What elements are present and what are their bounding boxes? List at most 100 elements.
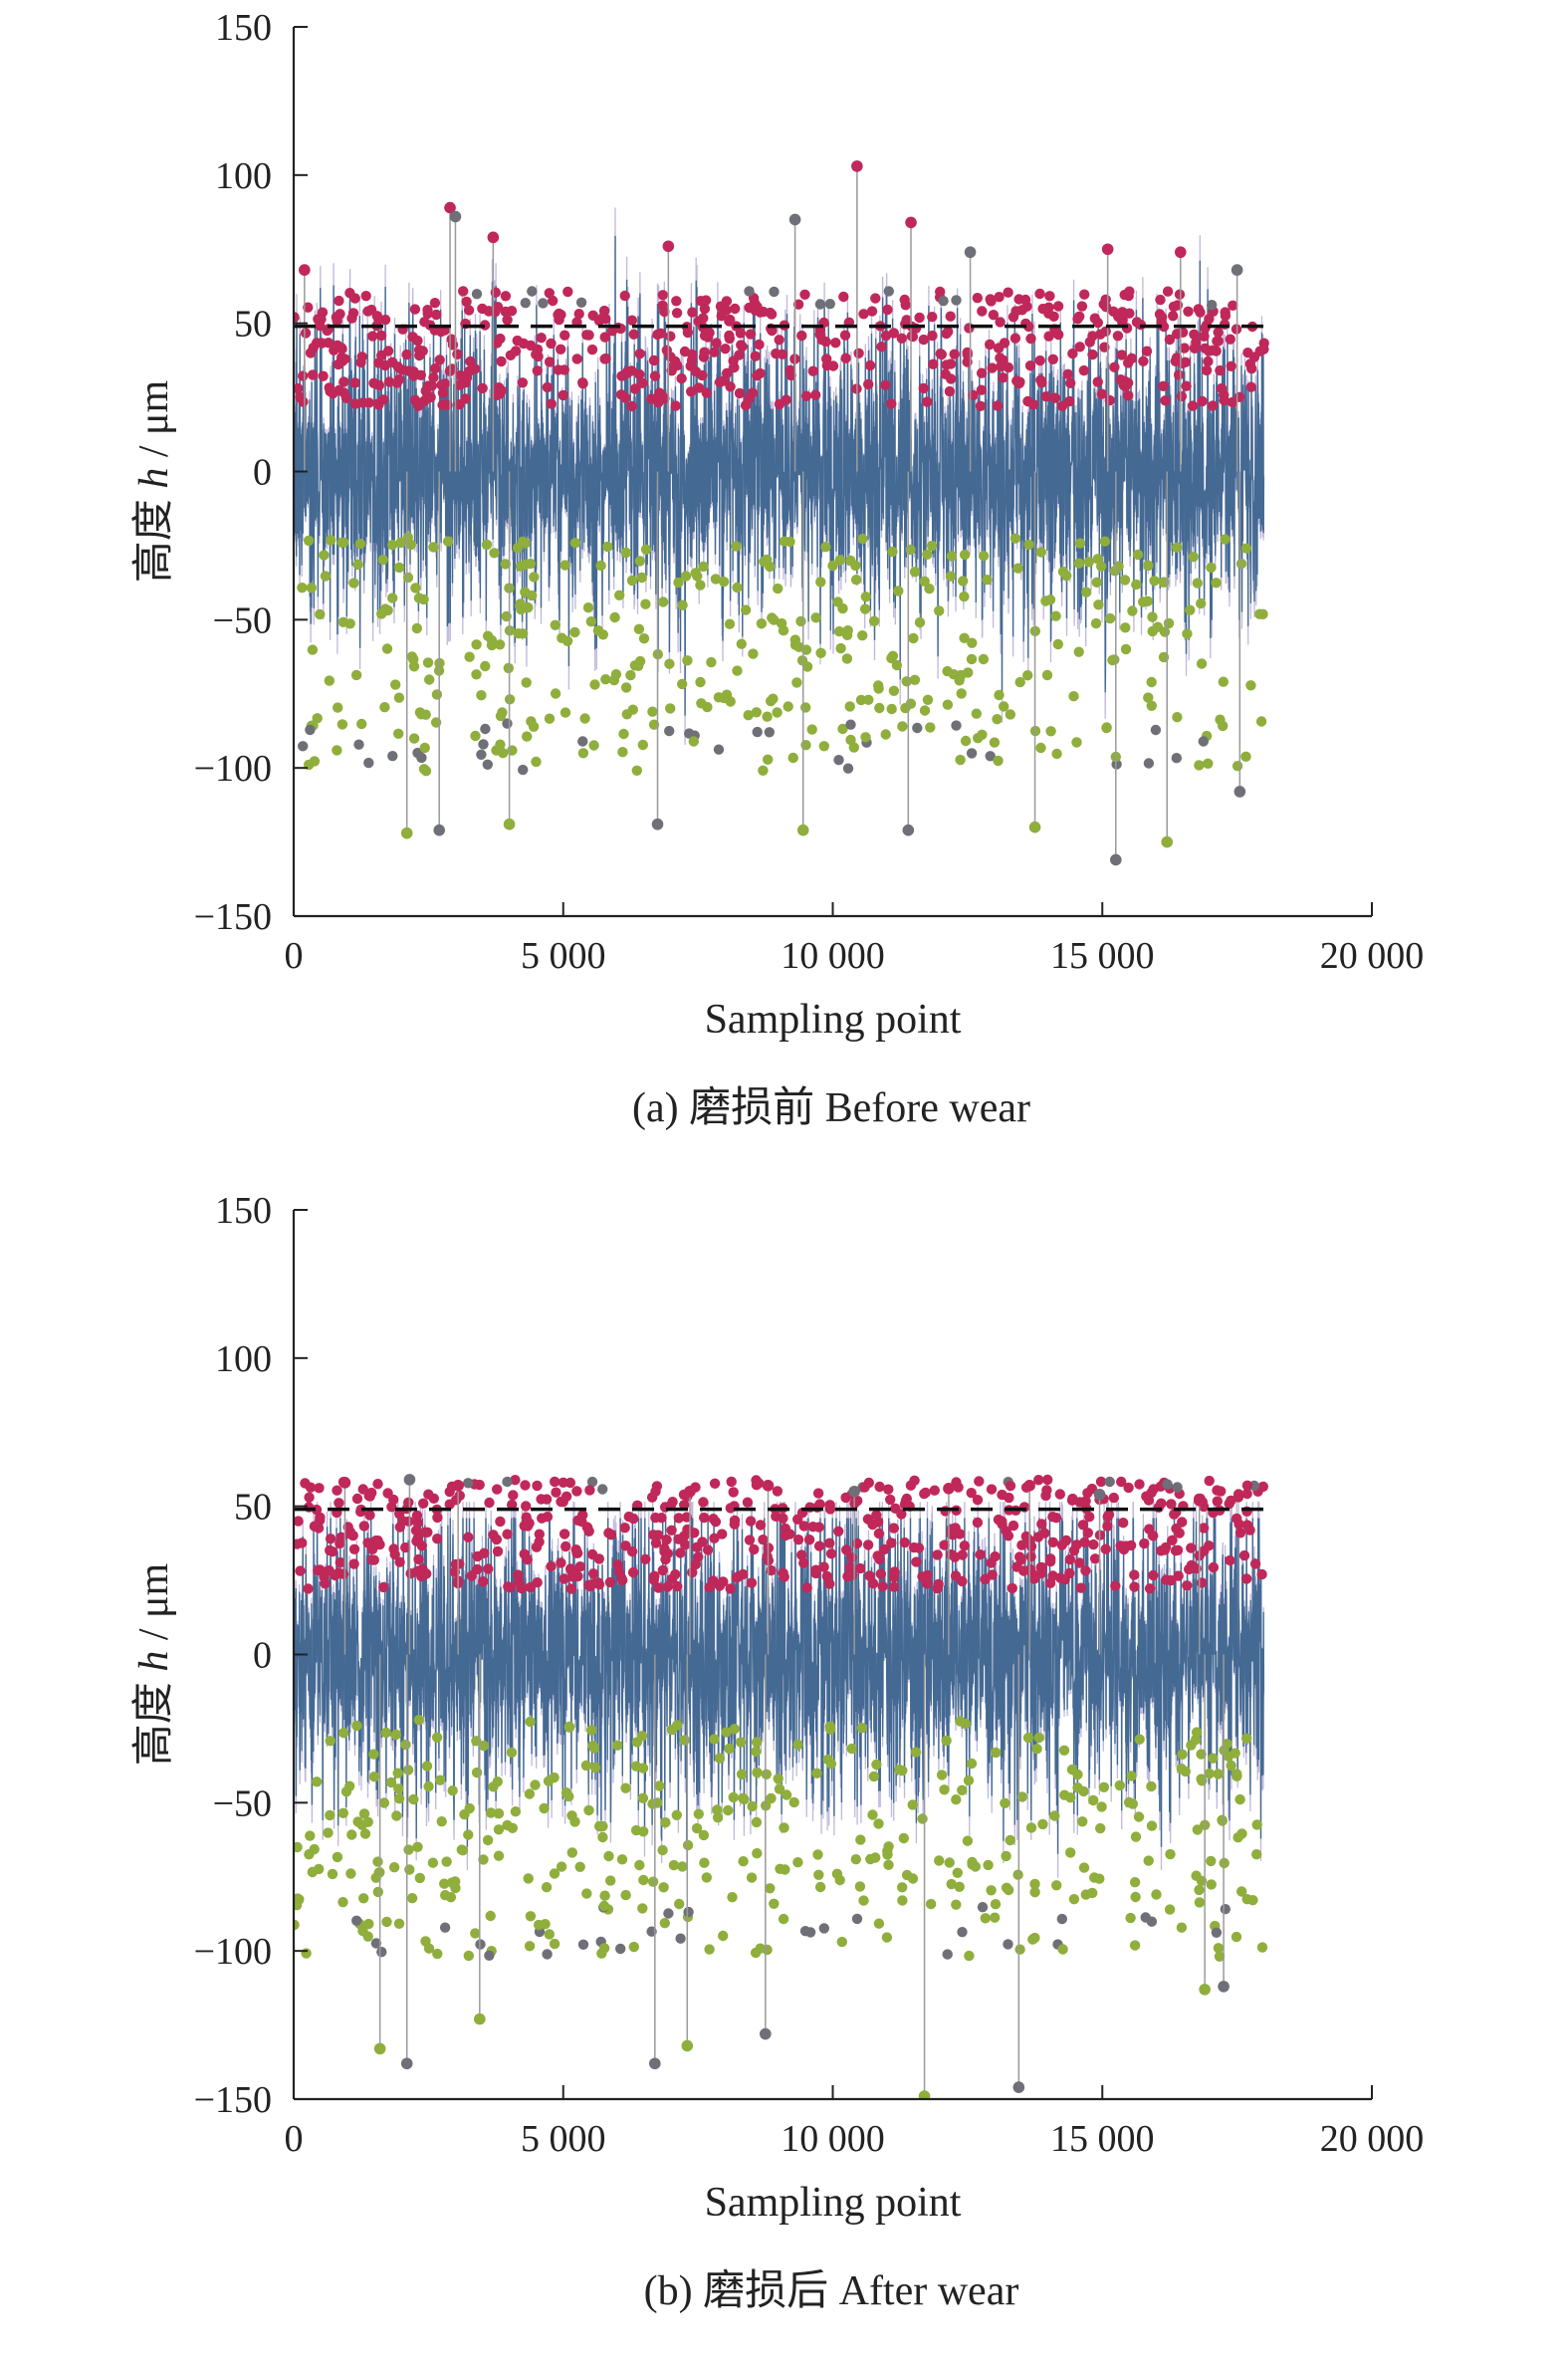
valley-point	[593, 1820, 605, 1832]
peak-point	[465, 355, 476, 367]
peak-point	[870, 293, 881, 304]
valley-point	[515, 598, 526, 609]
valley-point	[1235, 558, 1247, 570]
peak-point	[474, 1479, 485, 1491]
valley-point	[729, 1724, 740, 1735]
peak-point	[432, 1534, 443, 1544]
valley-point	[1198, 736, 1210, 747]
valley-point	[966, 748, 978, 759]
peak-point	[709, 1478, 721, 1489]
valley-point	[436, 1816, 447, 1827]
peak-point	[351, 1493, 363, 1505]
valley-point	[1245, 680, 1256, 691]
peak-point	[412, 1533, 423, 1544]
peak-point	[471, 289, 483, 300]
valley-point	[783, 701, 793, 712]
valley-point	[917, 1813, 928, 1824]
x-tick-label: 10 000	[781, 2118, 885, 2160]
peak-point	[1003, 287, 1013, 298]
peak-point	[724, 330, 735, 342]
valley-point	[1129, 1940, 1141, 1951]
peak-point	[463, 1478, 474, 1489]
peak-point	[300, 328, 312, 339]
valley-point	[630, 1824, 642, 1836]
peak-point	[507, 1499, 518, 1511]
peak-point	[559, 1573, 569, 1584]
valley-point	[1133, 1811, 1145, 1822]
peak-point	[698, 1497, 709, 1508]
valley-point	[1240, 543, 1252, 554]
peak-point	[886, 398, 897, 409]
peak-point	[519, 1548, 530, 1559]
peak-point	[298, 370, 309, 381]
valley-point	[1111, 759, 1122, 770]
peak-point	[1047, 1570, 1058, 1581]
valley-point	[936, 1770, 948, 1780]
valley-point	[637, 1903, 648, 1914]
valley-point	[954, 1881, 965, 1892]
peak-point	[303, 1583, 314, 1594]
valley-point	[338, 1728, 349, 1739]
peak-point	[1088, 1538, 1099, 1550]
peak-point	[363, 397, 374, 408]
valley-point	[1186, 1740, 1197, 1751]
peak-point	[300, 1478, 311, 1489]
valley-point	[710, 574, 722, 585]
peak-point	[1110, 1580, 1121, 1591]
peak-point	[744, 1535, 756, 1545]
valley-point	[315, 608, 326, 620]
profile-trace	[294, 235, 1265, 716]
peak-point	[1065, 377, 1076, 388]
peak-point	[1071, 1539, 1082, 1550]
peak-point	[586, 344, 598, 355]
peak-point	[758, 1535, 769, 1545]
valley-point	[820, 542, 831, 553]
valley-point	[1077, 1816, 1088, 1827]
valley-point	[746, 1872, 758, 1883]
valley-point	[352, 559, 363, 571]
valley-point	[1234, 1793, 1245, 1805]
peak-point	[744, 286, 755, 297]
valley-point	[691, 1822, 703, 1834]
valley-point	[395, 537, 406, 549]
valley-point	[1143, 758, 1155, 769]
peak-point	[1241, 1488, 1252, 1500]
peak-point	[1034, 288, 1045, 300]
valley-point	[967, 1856, 978, 1868]
peak-point	[329, 345, 339, 355]
peak-point	[1148, 1569, 1159, 1581]
peak-point	[754, 339, 765, 351]
valley-point	[585, 616, 596, 627]
valley-point	[696, 698, 707, 709]
peak-point	[1025, 333, 1036, 345]
valley-point	[353, 739, 364, 750]
valley-point	[887, 546, 898, 558]
peak-point	[542, 381, 553, 393]
valley-point	[675, 1933, 686, 1944]
peak-point	[1168, 311, 1179, 322]
peak-point	[862, 1514, 874, 1525]
highlighted-valley	[902, 824, 915, 836]
peak-point	[304, 1492, 315, 1503]
peak-point	[803, 1535, 815, 1545]
peak-point	[824, 1500, 835, 1511]
valley-point	[471, 1767, 483, 1778]
peak-point	[880, 379, 891, 390]
chart-after-wear: −150 −100 −50 0 50 100 150 0 5 000 10 000 15 000 20…	[131, 1190, 1424, 2314]
valley-point	[813, 1869, 824, 1880]
peak-point	[1179, 343, 1190, 354]
peak-point	[520, 298, 531, 309]
valley-point	[795, 615, 806, 627]
peak-point	[415, 369, 426, 380]
peak-point	[463, 1532, 474, 1542]
peak-point	[1117, 315, 1128, 326]
panel-caption: (b) 磨损后 After wear	[644, 2268, 1019, 2314]
peak-point	[458, 286, 469, 297]
peak-point	[701, 387, 712, 398]
highlighted-peak	[449, 210, 462, 223]
peak-point	[1035, 374, 1046, 385]
peak-point	[1154, 309, 1166, 320]
peak-point	[1092, 376, 1103, 387]
peak-point	[619, 1523, 630, 1534]
valley-point	[636, 572, 647, 584]
